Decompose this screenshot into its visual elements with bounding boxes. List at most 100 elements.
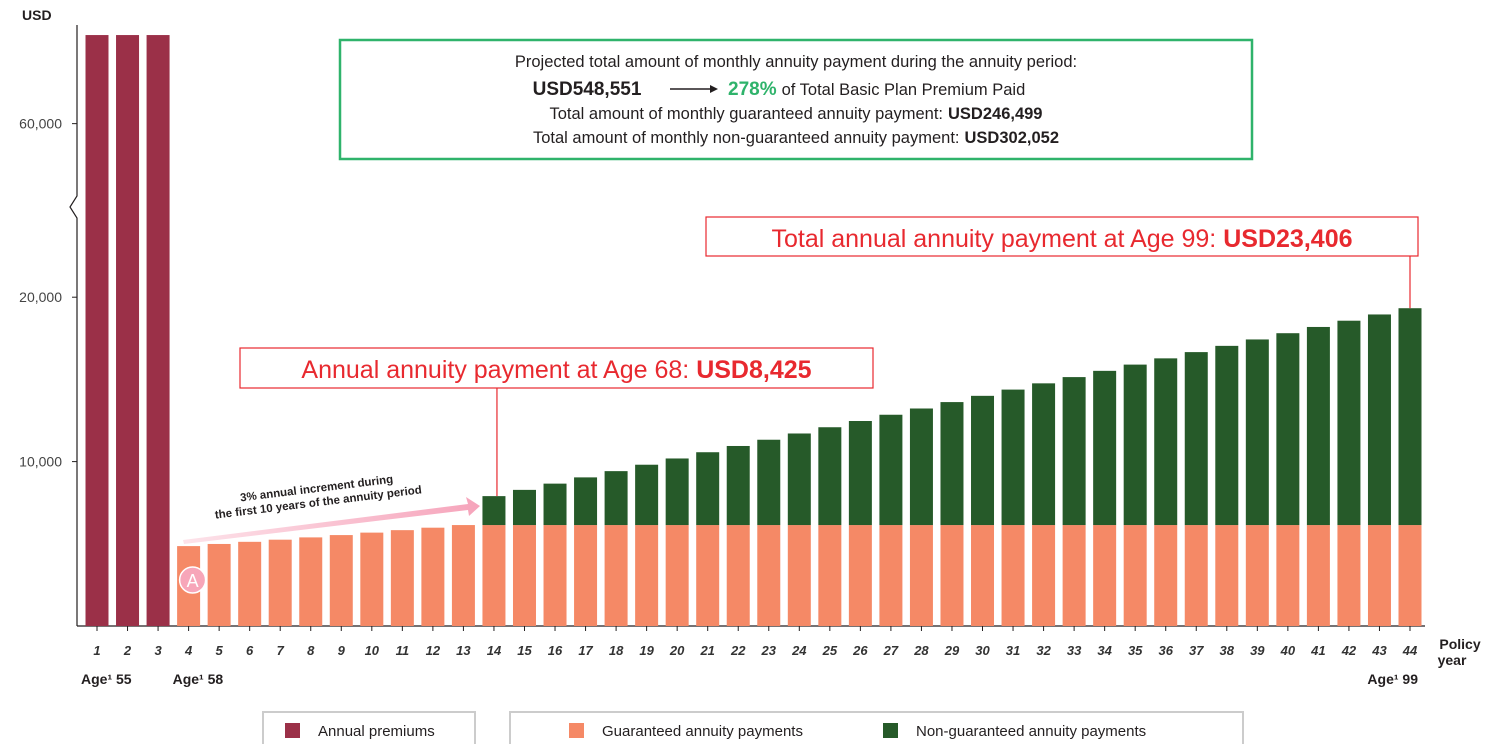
bar <box>512 525 536 626</box>
callout-value: USD23,406 <box>1223 225 1352 253</box>
x-tick-label: 31 <box>1006 643 1020 658</box>
bar <box>1123 525 1147 626</box>
callout-frame <box>239 347 874 389</box>
bar <box>635 464 659 526</box>
info-line: Total amount of monthly non-guaranteed a… <box>533 129 1059 147</box>
y-axis-label: USD <box>22 7 52 23</box>
x-tick-label: 35 <box>1128 643 1143 658</box>
callout-frame <box>705 216 1419 257</box>
bar <box>116 35 140 626</box>
bar <box>482 525 506 626</box>
bar <box>879 414 903 526</box>
x-tick-label: 4 <box>184 643 193 658</box>
marker-label: A <box>187 571 199 591</box>
callout-value: USD8,425 <box>696 356 811 384</box>
bar <box>604 525 628 626</box>
x-tick-label: 22 <box>730 643 746 658</box>
x-tick-label: 41 <box>1310 643 1325 658</box>
bar <box>726 445 750 526</box>
x-tick-label: 8 <box>307 643 315 658</box>
x-tick-label: 37 <box>1189 643 1204 658</box>
bar <box>1001 525 1025 626</box>
bar <box>1245 339 1269 526</box>
arrow-head <box>710 85 718 93</box>
x-tick-label: 38 <box>1220 643 1235 658</box>
info-line: Projected total amount of monthly annuit… <box>515 53 1077 71</box>
x-tick-label: 19 <box>639 643 654 658</box>
info-value: USD302,052 <box>965 129 1059 147</box>
age-label: Age¹ 58 <box>173 671 224 687</box>
bar <box>238 541 262 626</box>
bar <box>696 525 720 626</box>
bar <box>1154 525 1178 626</box>
bar <box>1276 525 1300 626</box>
bar <box>299 537 323 626</box>
bar <box>604 471 628 526</box>
legend-swatch <box>569 723 584 738</box>
bar <box>818 525 842 626</box>
legend-swatch <box>883 723 898 738</box>
bar <box>512 489 536 526</box>
bar <box>1367 525 1391 626</box>
x-tick-label: 3 <box>154 643 162 658</box>
x-tick-label: 33 <box>1067 643 1082 658</box>
info-amount: USD548,551 <box>533 79 642 100</box>
increment-arrow <box>183 497 480 544</box>
x-tick-label: 30 <box>975 643 990 658</box>
bar <box>207 543 231 626</box>
callout-text: Total annual annuity payment at Age 99: U… <box>771 225 1352 253</box>
bar <box>1062 525 1086 626</box>
bar <box>1337 320 1361 526</box>
bar <box>1306 525 1330 626</box>
legend-swatch <box>285 723 300 738</box>
x-tick-label: 13 <box>456 643 471 658</box>
info-percent: 278% <box>728 79 777 100</box>
bar <box>848 420 872 526</box>
bar <box>1093 370 1117 526</box>
x-tick-label: 18 <box>609 643 624 658</box>
bar <box>574 477 598 526</box>
bar <box>909 525 933 626</box>
x-tick-label: 43 <box>1371 643 1387 658</box>
legend-label: Non-guaranteed annuity payments <box>916 723 1146 740</box>
bar <box>85 35 109 626</box>
axis-line <box>69 25 78 626</box>
x-tick-label: 20 <box>669 643 685 658</box>
x-tick-label: 26 <box>852 643 868 658</box>
bar <box>726 525 750 626</box>
bar <box>1032 525 1056 626</box>
bar <box>879 525 903 626</box>
x-tick-label: 25 <box>822 643 838 658</box>
bar <box>635 525 659 626</box>
bars <box>85 35 1422 626</box>
age-label: Age¹ 55 <box>81 671 132 687</box>
bar <box>940 525 964 626</box>
info-label: Total amount of monthly guaranteed annui… <box>550 105 944 123</box>
bar <box>1276 333 1300 526</box>
bar <box>665 458 689 526</box>
info-percent-text: of Total Basic Plan Premium Paid <box>782 81 1026 99</box>
x-tick-label: 14 <box>487 643 502 658</box>
bar <box>1184 352 1208 526</box>
bar <box>818 427 842 526</box>
bar <box>1215 345 1239 526</box>
x-tick-label: 36 <box>1158 643 1173 658</box>
bar <box>1367 314 1391 526</box>
bar <box>1337 525 1361 626</box>
bar <box>757 525 781 626</box>
bar <box>1093 525 1117 626</box>
x-tick-label: 15 <box>517 643 532 658</box>
x-tick-label: 1 <box>93 643 100 658</box>
bar <box>1123 364 1147 526</box>
bar <box>1398 308 1422 526</box>
bar <box>268 539 292 626</box>
x-tick-label: 29 <box>944 643 960 658</box>
x-axis-label: Policy <box>1439 636 1480 652</box>
x-tick-label: 24 <box>791 643 807 658</box>
age-label: Age¹ 99 <box>1367 671 1418 687</box>
legend-label: Guaranteed annuity payments <box>602 723 803 740</box>
callout-text: Annual annuity payment at Age 68: USD8,42… <box>301 356 811 384</box>
callout-label: Total annual annuity payment at Age 99: <box>771 225 1216 253</box>
legend-frame <box>509 711 1244 744</box>
